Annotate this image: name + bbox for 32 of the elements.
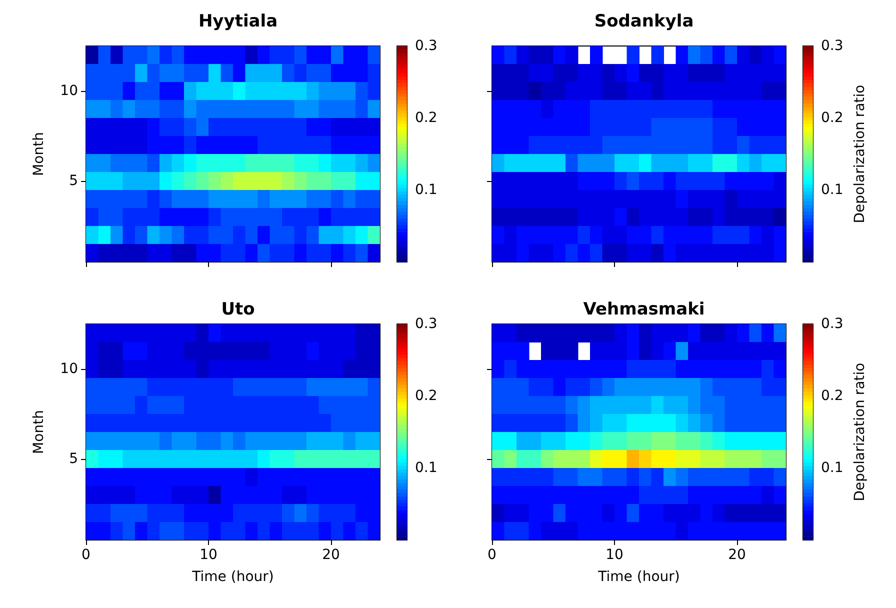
color-bar-label: 0.2 <box>415 110 438 126</box>
x-tick-label: 10 <box>606 547 624 563</box>
y-axis-title: Month <box>31 132 47 176</box>
color-bar-title: Depolarization ratio <box>852 362 868 502</box>
color-bar-label: 0.2 <box>821 388 844 404</box>
color-bar-label: 0.3 <box>821 316 844 332</box>
color-bar-label: 0.2 <box>415 388 438 404</box>
color-bar-label: 0.1 <box>415 182 438 198</box>
color-bar-label: 0.3 <box>415 316 438 332</box>
chart-title: Uto <box>221 300 255 320</box>
chart-title: Hyytiala <box>198 12 278 32</box>
chart-title: Sodankyla <box>594 12 694 32</box>
y-tick-label: 10 <box>60 361 78 377</box>
x-tick-label: 0 <box>82 547 90 563</box>
x-axis-title: Time (hour) <box>597 569 680 585</box>
color-bar-label: 0.3 <box>821 38 844 54</box>
x-tick-label: 0 <box>488 547 496 563</box>
color-bar-label: 0.1 <box>821 182 844 198</box>
x-axis-title: Time (hour) <box>191 569 274 585</box>
x-tick-label: 20 <box>728 547 746 563</box>
y-axis-title: Month <box>31 410 47 454</box>
color-bar-title: Depolarization ratio <box>852 84 868 224</box>
y-tick-label: 5 <box>69 451 78 467</box>
color-bar-label: 0.1 <box>415 460 438 476</box>
color-bar-label: 0.2 <box>821 110 844 126</box>
x-tick-label: 20 <box>322 547 340 563</box>
y-tick-label: 5 <box>69 173 78 189</box>
y-tick-label: 10 <box>60 83 78 99</box>
color-bar-label: 0.1 <box>821 460 844 476</box>
x-tick-label: 10 <box>200 547 218 563</box>
color-bar-label: 0.3 <box>415 38 438 54</box>
chart-title: Vehmasmaki <box>583 300 705 320</box>
